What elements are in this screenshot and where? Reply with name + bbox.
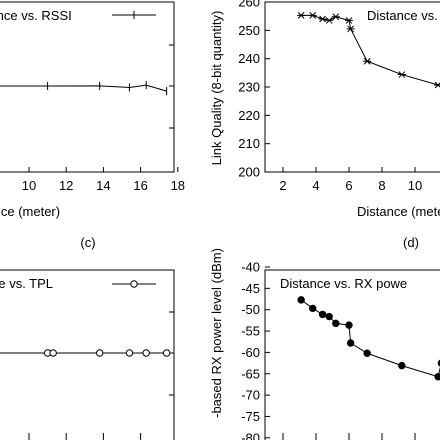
- panel-f-series-0-point-4: [332, 319, 340, 328]
- panel-d-y-axis-label: Link Quality (8-bit quantity): [209, 11, 224, 166]
- panel-d-series-0-point-0: [297, 11, 306, 19]
- panel-f-plot-frame: [264, 269, 440, 440]
- panel-d-series-0-point-4: [331, 13, 340, 21]
- panel-d-y-tick-label-6: 260: [238, 0, 260, 10]
- panel-f: -based RX power level (dBm) -40 -45 -50 -55…: [209, 248, 440, 440]
- panel-d-x-ticks: 2 4 6 8 10: [279, 167, 422, 193]
- panel-d-x-tick-label-4: 10: [408, 178, 422, 193]
- panel-e-legend-label: Distance vs. TPL: [0, 276, 53, 291]
- panel-c-x-axis-label: Distance (meter): [0, 204, 60, 219]
- panel-e-legend: Distance vs. TPL: [0, 276, 156, 291]
- panel-c-plot-frame: [0, 1, 175, 173]
- panel-d: Link Quality (8-bit quantity) 2002102202…: [209, 0, 440, 250]
- panel-c-y-ticks: [169, 44, 174, 129]
- panel-c-caption: (c): [80, 235, 95, 250]
- panel-e-plot-frame: [0, 269, 175, 440]
- panel-f-series-0-point-1: [309, 304, 317, 313]
- panel-d-x-tick-label-1: 4: [312, 178, 319, 193]
- panel-c: 10 12 14 16 18 Distance vs. RSSI Distance (m…: [0, 1, 185, 250]
- panel-e-series: [0, 349, 171, 357]
- panel-c-series: [0, 81, 168, 96]
- panel-d-series: [297, 11, 440, 89]
- panel-f-y-tick-label-0: -40: [241, 260, 260, 275]
- panel-d-series-0-point-3: [325, 17, 334, 24]
- panel-f-series-0-point-6: [346, 339, 355, 347]
- panel-e-series-0-point-5: [142, 349, 150, 357]
- panel-e-legend-marker: [130, 280, 138, 288]
- panel-f-series: [297, 296, 440, 381]
- panel-f-y-tick-label-5: -65: [241, 366, 260, 381]
- panel-d-x-axis-label: Distance (meter): [357, 204, 440, 219]
- panel-c-series-0-line: [0, 84, 167, 92]
- panel-d-caption: (d): [403, 235, 419, 250]
- panel-e-x-ticks: [28, 433, 142, 440]
- panel-d-y-tick-label-3: 230: [238, 80, 260, 95]
- panel-f-y-tick-label-8: -80: [241, 430, 260, 440]
- panel-f-y-tick-label-2: -50: [241, 302, 260, 317]
- panel-e-series-0-point-2: [49, 349, 57, 357]
- panel-c-legend-label: Distance vs. RSSI: [0, 8, 72, 23]
- panel-e-series-0-point-3: [95, 349, 104, 357]
- panel-f-series-0-point-9: [434, 373, 440, 381]
- panel-e-series-0-point-4: [125, 349, 134, 357]
- panel-f-legend: Distance vs. RX powe: [280, 276, 407, 291]
- panel-f-series-0-point-7: [363, 349, 371, 357]
- panel-f-series-0-point-3: [325, 312, 333, 321]
- panel-f-y-axis-label: -based RX power level (dBm): [209, 248, 224, 418]
- panel-f-y-tick-label-7: -75: [241, 409, 260, 424]
- panel-f-y-tick-label-6: -70: [241, 388, 260, 403]
- panel-f-y-tick-label-4: -60: [241, 345, 260, 360]
- panel-c-x-tick-label-4: 18: [171, 178, 185, 193]
- panel-d-series-0-point-2: [318, 15, 327, 23]
- panel-f-x-ticks: [282, 433, 416, 440]
- panel-e-series-0-point-6: [162, 349, 171, 357]
- panel-e: Distance vs. TPL: [0, 269, 175, 440]
- panel-f-legend-label: Distance vs. RX powe: [280, 276, 407, 291]
- panel-f-series-0-point-0: [297, 296, 305, 304]
- panel-d-series-0-line: [301, 14, 439, 86]
- panel-c-x-ticks: 10 12 14 16 18: [22, 167, 185, 193]
- panel-d-series-0-point-7: [363, 57, 372, 65]
- panel-c-x-tick-label-1: 12: [59, 178, 73, 193]
- panel-f-y-tick-label-3: -55: [241, 324, 260, 339]
- panel-d-series-0-point-6: [346, 25, 355, 33]
- panel-d-legend-label: Distance vs. LQI: [367, 8, 440, 23]
- panel-d-y-tick-label-0: 200: [238, 165, 260, 180]
- panel-d-series-0-point-1: [308, 11, 317, 19]
- panel-f-y-ticks: -40 -45 -50 -55 -60 -65 -70 -75 -80: [241, 260, 270, 440]
- panel-d-x-tick-label-2: 6: [345, 178, 352, 193]
- panel-f-series-0-point-8: [398, 361, 406, 370]
- panel-d-legend: Distance vs. LQI: [367, 8, 440, 23]
- panel-d-series-0-point-8: [397, 71, 406, 78]
- panel-d-y-tick-label-4: 240: [238, 51, 260, 66]
- panel-c-x-tick-label-2: 14: [96, 178, 110, 193]
- panel-d-y-tick-label-1: 210: [238, 136, 260, 151]
- panel-c-legend: Distance vs. RSSI: [0, 8, 156, 23]
- panel-d-series-0-point-9: [434, 81, 440, 89]
- panel-d-x-tick-label-0: 2: [279, 178, 286, 193]
- panel-d-y-ticks: 200 210 220 230 240 250 260: [238, 0, 270, 180]
- panel-d-x-tick-label-3: 8: [378, 178, 385, 193]
- panel-d-series-0-point-5: [345, 17, 353, 24]
- panel-f-y-tick-label-1: -45: [241, 281, 260, 296]
- panel-c-x-tick-label-0: 10: [22, 178, 36, 193]
- panel-f-series-0-point-2: [318, 310, 327, 319]
- panel-c-x-tick-label-3: 16: [133, 178, 147, 193]
- panel-f-series-0-point-5: [345, 321, 353, 329]
- panel-d-y-tick-label-5: 250: [238, 23, 260, 38]
- panel-d-y-tick-label-2: 220: [238, 108, 260, 123]
